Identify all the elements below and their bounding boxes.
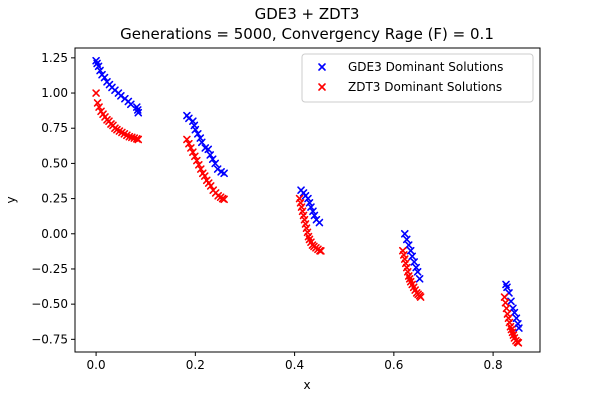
data-point <box>315 218 324 227</box>
data-point <box>408 252 417 261</box>
data-point <box>191 152 199 161</box>
data-point <box>185 114 193 123</box>
data-point <box>194 130 202 138</box>
y-tick-label: 0.50 <box>41 156 68 170</box>
chart-title: GDE3 + ZDT3 <box>255 5 360 23</box>
legend-marker <box>318 63 326 71</box>
data-point <box>208 155 217 163</box>
data-point <box>197 165 205 173</box>
data-point <box>206 151 215 159</box>
data-point <box>503 283 511 292</box>
data-point <box>211 159 219 168</box>
data-point <box>117 92 125 100</box>
data-point <box>412 263 420 272</box>
chart-subtitle: Generations = 5000, Convergency Rage (F)… <box>120 25 494 43</box>
data-point <box>95 103 103 111</box>
data-point <box>191 125 200 134</box>
data-point <box>305 199 314 207</box>
y-tick-label: 0.25 <box>41 192 68 206</box>
data-point <box>404 241 413 249</box>
plot-frame <box>74 47 541 353</box>
x-tick-label: 0.6 <box>384 358 403 372</box>
y-tick-label: −0.75 <box>31 332 68 346</box>
y-tick-label: 1.25 <box>41 51 68 65</box>
y-tick-label: 0.00 <box>41 227 68 241</box>
data-point <box>204 145 213 154</box>
data-point <box>304 194 312 203</box>
y-axis-label: y <box>4 196 18 203</box>
data-point <box>94 62 103 71</box>
legend-entries: GDE3 Dominant Solutions ZDT3 Dominant Sol… <box>318 60 503 94</box>
data-point <box>206 182 215 190</box>
y-tick-label: −0.25 <box>31 262 68 276</box>
y-tick-label: 1.00 <box>41 86 68 100</box>
x-tick-label: 0.2 <box>186 358 205 372</box>
data-point <box>410 258 418 266</box>
legend: GDE3 Dominant Solutions ZDT3 Dominant Sol… <box>301 53 534 103</box>
data-point <box>317 247 325 255</box>
x-tick-label: 0.8 <box>484 358 503 372</box>
y-tick-label: 0.75 <box>41 121 68 135</box>
legend-marker <box>318 83 326 91</box>
data-point <box>185 139 193 148</box>
legend-label: ZDT3 Dominant Solutions <box>348 80 502 94</box>
legend-box <box>301 53 534 103</box>
data-point <box>415 275 424 283</box>
data-point <box>310 211 319 220</box>
data-point <box>413 267 422 276</box>
x-axis-label: x <box>303 378 310 392</box>
data-point <box>134 108 143 117</box>
data-point <box>402 235 411 244</box>
data-point <box>200 172 209 180</box>
data-point <box>96 66 104 75</box>
data-point <box>220 195 228 204</box>
data-point <box>307 203 315 211</box>
x-tick-label: 0.0 <box>87 358 106 372</box>
series-zdt3 <box>92 89 523 347</box>
data-point <box>187 144 195 152</box>
y-tick-label: −0.50 <box>31 297 68 311</box>
data-point <box>195 161 203 169</box>
data-point <box>183 135 191 144</box>
data-point <box>189 117 197 125</box>
data-point <box>220 169 228 178</box>
data-point <box>134 135 143 144</box>
series-gde3 <box>92 56 523 332</box>
x-tick-label: 0.4 <box>285 358 304 372</box>
data-point <box>416 293 425 301</box>
data-point <box>189 148 197 156</box>
data-point <box>93 99 102 107</box>
data-point <box>196 134 205 142</box>
data-point <box>514 339 523 347</box>
legend-label: GDE3 Dominant Solutions <box>348 60 503 74</box>
data-point <box>400 229 409 238</box>
ticks-layer: 0.0 0.2 0.4 0.6 0.8 −0.75 −0.50 −0.25 0.00 0.25 0.… <box>31 51 502 372</box>
data-point <box>309 207 317 216</box>
data-point <box>100 73 109 82</box>
marks-layer <box>92 56 523 347</box>
data-point <box>510 308 519 317</box>
data-point <box>515 324 523 332</box>
data-point <box>92 89 100 97</box>
data-point <box>197 138 206 147</box>
data-point <box>127 100 135 109</box>
data-point <box>193 156 201 165</box>
